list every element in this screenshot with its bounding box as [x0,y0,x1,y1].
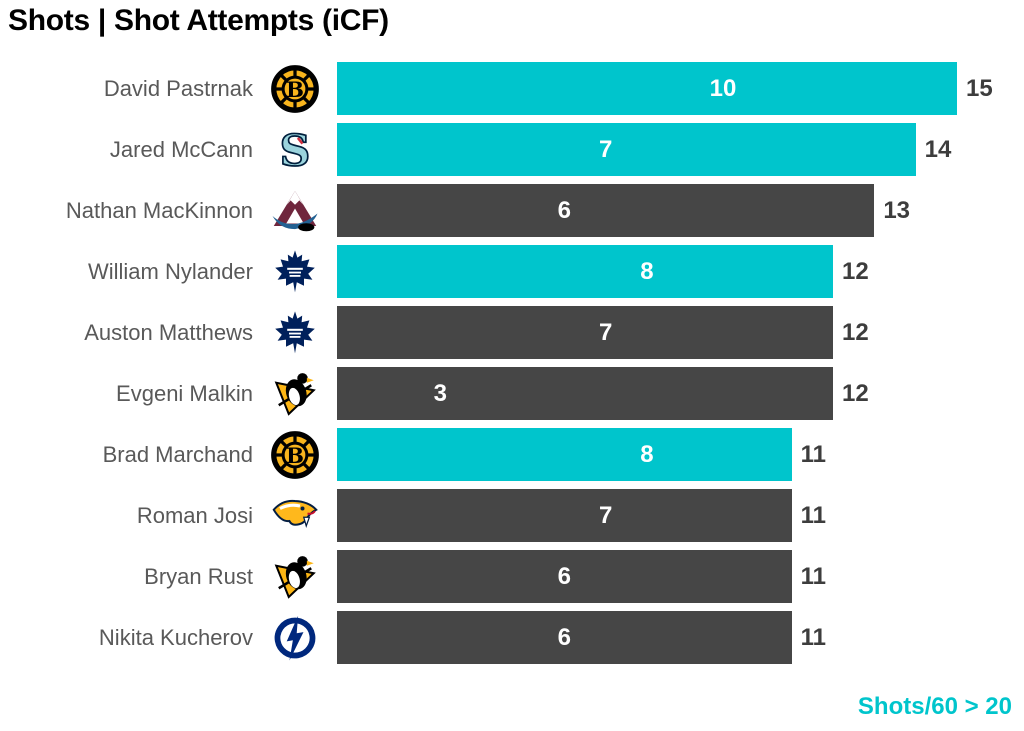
shot-attempts-bar: 6 [337,611,792,664]
shot-attempts-value-label: 11 [800,623,827,651]
bar-track: 10 15 [337,62,1024,115]
legend-note: Shots/60 > 20 [857,693,1012,720]
player-name-label: Roman Josi [136,502,253,528]
shots-value-label: 3 [433,379,447,407]
bar-track: 8 12 [337,245,1024,298]
chart-title: Shots | Shot Attempts (iCF) [8,4,389,37]
penguins-logo-icon [253,369,337,419]
shot-attempts-value-label: 11 [800,501,827,529]
penguins-logo-icon [253,552,337,602]
player-row: Evgeni Malkin 3 12 [0,363,1024,424]
avalanche-logo-icon [253,186,337,236]
bar-track: 7 12 [337,306,1024,359]
shots-value-label: 10 [709,74,737,102]
shot-attempts-bar: 8 [337,428,792,481]
shot-attempts-bar: 3 [337,367,833,420]
player-name-label: Evgeni Malkin [116,380,253,406]
bruins-logo-icon: B [253,64,337,114]
bar-track: 6 11 [337,611,1024,664]
player-row: Nikita Kucherov 6 11 [0,607,1024,668]
predators-logo-icon [253,491,337,541]
player-row: Bryan Rust 6 11 [0,546,1024,607]
shot-attempts-bar: 7 [337,306,833,359]
player-name-label: Nikita Kucherov [98,624,253,650]
shots-value-label: 7 [598,318,613,346]
player-name-label: William Nylander [87,258,253,284]
player-row: Jared McCann S 7 14 [0,119,1024,180]
shot-attempts-bar: 7 [337,123,916,176]
player-row: William Nylander 8 12 [0,241,1024,302]
shot-attempts-value-label: 11 [800,562,827,590]
svg-text:S: S [280,126,311,174]
shot-attempts-value-label: 13 [883,196,911,224]
lightning-logo-icon [253,613,337,663]
player-name-label: Brad Marchand [102,441,253,467]
shot-attempts-value-label: 12 [842,257,869,285]
shot-attempts-bar: 10 [337,62,957,115]
shots-value-label: 8 [640,257,654,285]
shots-value-label: 6 [557,196,571,224]
bar-track: 7 14 [337,123,1024,176]
player-name-label: Nathan MacKinnon [65,197,253,223]
player-row: David Pastrnak B 10 15 [0,58,1024,119]
shot-attempts-value-label: 12 [842,379,869,407]
bar-track: 6 13 [337,184,1024,237]
mapleleafs-logo-icon [253,247,337,297]
shot-attempts-value-label: 14 [924,135,952,163]
shot-attempts-bar: 8 [337,245,833,298]
bar-track: 8 11 [337,428,1024,481]
shots-value-label: 7 [598,135,613,163]
player-row: Auston Matthews 7 12 [0,302,1024,363]
bar-chart: David Pastrnak B 10 15 Jared McCann S 7 … [0,58,1024,668]
svg-text:B: B [286,78,304,103]
player-row: Nathan MacKinnon 6 13 [0,180,1024,241]
shots-value-label: 7 [598,501,613,529]
player-name-label: Jared McCann [109,136,253,162]
bar-track: 7 11 [337,489,1024,542]
player-row: Brad Marchand B 8 11 [0,424,1024,485]
bar-track: 6 11 [337,550,1024,603]
player-row: Roman Josi 7 11 [0,485,1024,546]
bar-track: 3 12 [337,367,1024,420]
shot-attempts-value-label: 11 [800,440,827,468]
mapleleafs-logo-icon [253,308,337,358]
shot-attempts-bar: 6 [337,184,875,237]
shot-attempts-bar: 6 [337,550,792,603]
shots-value-label: 6 [557,623,571,651]
player-name-label: Auston Matthews [84,319,253,345]
player-name-label: Bryan Rust [144,563,253,589]
player-name-label: David Pastrnak [103,75,253,101]
shots-value-label: 8 [640,440,654,468]
svg-text:B: B [286,444,304,469]
shot-attempts-value-label: 12 [842,318,869,346]
kraken-logo-icon: S [253,125,337,174]
shots-value-label: 6 [557,562,571,590]
bruins-logo-icon: B [253,430,337,480]
shot-attempts-value-label: 15 [966,74,993,102]
shot-attempts-bar: 7 [337,489,792,542]
